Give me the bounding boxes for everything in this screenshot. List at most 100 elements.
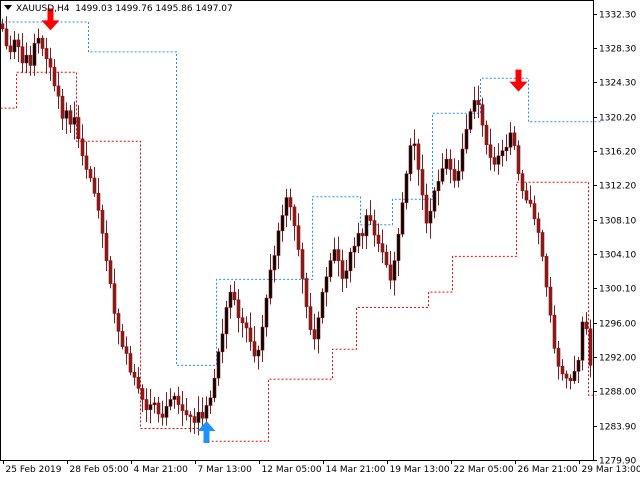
candle xyxy=(420,154,425,211)
candle xyxy=(476,85,481,119)
x-tick-label: 28 Feb 05:00 xyxy=(70,465,129,475)
y-tick-label: 1312.20 xyxy=(599,182,636,192)
candle-body xyxy=(532,203,537,220)
candle xyxy=(100,204,105,248)
candle-body xyxy=(292,206,297,226)
candle-body xyxy=(464,129,469,150)
candle xyxy=(192,408,197,434)
candle xyxy=(172,392,177,409)
candle-body xyxy=(240,317,245,324)
candle xyxy=(236,289,241,333)
candle-body xyxy=(168,399,173,407)
candle-body xyxy=(368,215,373,221)
candle-body xyxy=(208,397,213,406)
candle-body xyxy=(552,314,557,349)
candle-body xyxy=(156,402,161,415)
candle xyxy=(448,149,453,184)
candle xyxy=(112,268,117,324)
candle-body xyxy=(56,85,61,97)
candle xyxy=(320,288,325,324)
candle xyxy=(384,244,389,268)
candle xyxy=(272,245,277,283)
candle-body xyxy=(256,349,261,357)
candle xyxy=(548,277,553,323)
candle xyxy=(388,250,393,290)
candle xyxy=(120,324,125,350)
open-price: 1499.03 xyxy=(75,4,113,14)
candle xyxy=(532,195,537,226)
candle xyxy=(380,229,385,264)
candle-body xyxy=(580,321,585,361)
candle-body xyxy=(404,173,409,203)
candle xyxy=(300,242,305,294)
candle-body xyxy=(12,39,17,53)
candle-body xyxy=(348,251,353,272)
candle-body xyxy=(276,230,281,256)
candle xyxy=(8,35,13,60)
candle-body xyxy=(420,169,425,196)
candle-body xyxy=(412,143,417,146)
candle xyxy=(340,249,345,292)
candle xyxy=(480,97,485,137)
x-tick-label: 25 Feb 2019 xyxy=(6,465,62,475)
y-tick-label: 1283.90 xyxy=(599,423,636,433)
candle xyxy=(504,134,509,162)
candle-body xyxy=(176,395,181,405)
collapse-triangle-icon[interactable] xyxy=(4,5,12,10)
candle xyxy=(20,32,25,73)
candle-body xyxy=(488,144,493,158)
candle xyxy=(308,292,313,335)
lower-band-line xyxy=(0,71,597,442)
candle xyxy=(156,396,161,423)
candle-body xyxy=(200,411,205,419)
candle-body xyxy=(540,232,545,257)
candle-body xyxy=(28,54,33,66)
candle-body xyxy=(492,157,497,165)
candle xyxy=(184,397,189,421)
y-tick-label: 1332.30 xyxy=(599,11,636,21)
x-tick-label: 4 Mar 21:00 xyxy=(134,465,189,475)
candle-body xyxy=(108,260,113,284)
candle xyxy=(196,396,201,436)
candle xyxy=(108,255,113,289)
candle xyxy=(136,367,141,394)
candle xyxy=(528,185,533,208)
candle-body xyxy=(316,317,321,340)
candle xyxy=(48,47,53,81)
candle-body xyxy=(428,210,433,224)
candle xyxy=(376,223,381,253)
candle xyxy=(356,222,361,254)
candle xyxy=(424,183,429,234)
candle xyxy=(500,139,505,167)
candle xyxy=(4,16,9,50)
candle xyxy=(104,220,109,272)
candle xyxy=(348,247,353,283)
candle xyxy=(432,187,437,219)
x-tick-label: 19 Mar 13:00 xyxy=(390,465,450,475)
candle xyxy=(436,169,441,206)
y-tick-label: 1324.30 xyxy=(599,79,636,89)
candle-body xyxy=(236,299,241,319)
candle-body xyxy=(16,39,21,48)
candle-body xyxy=(164,406,169,418)
candle-body xyxy=(72,117,77,125)
candle xyxy=(244,316,249,343)
candle-body xyxy=(4,28,9,47)
candle-body xyxy=(528,199,533,204)
candle xyxy=(208,390,213,414)
candle xyxy=(72,101,77,140)
x-tick-label: 14 Mar 21:00 xyxy=(326,465,386,475)
candle-body xyxy=(484,124,489,146)
candle xyxy=(124,336,129,365)
candle-body xyxy=(212,377,217,399)
candle-body xyxy=(116,313,121,332)
candle xyxy=(24,42,29,74)
candle xyxy=(68,104,73,134)
high-price: 1499.76 xyxy=(115,4,153,14)
chart-header: XAUUSD,H4 1499.03 1499.76 1495.86 1497.0… xyxy=(4,4,233,14)
x-tick-label: 7 Mar 13:00 xyxy=(198,465,253,475)
candle xyxy=(276,222,281,269)
candle-body xyxy=(44,48,49,59)
candle-body xyxy=(172,395,177,400)
x-tick-label: 12 Mar 05:00 xyxy=(262,465,322,475)
